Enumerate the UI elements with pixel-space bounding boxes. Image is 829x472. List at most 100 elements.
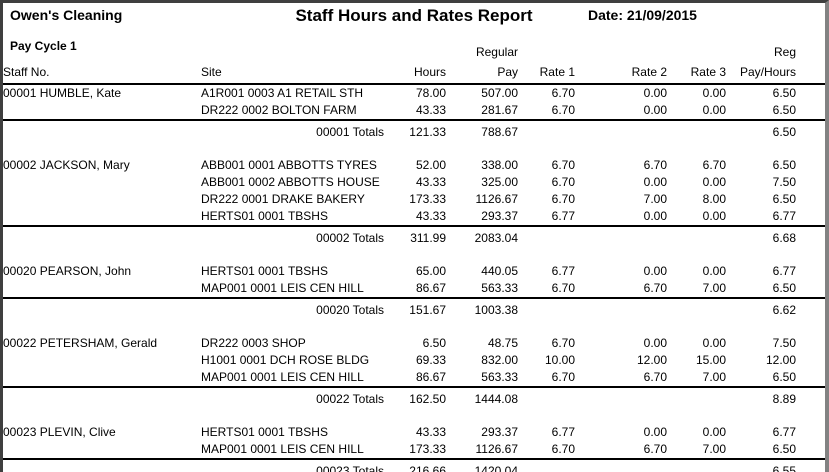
totals-rates-empty-cell [518,386,726,410]
staff-no-cell: 00001 HUMBLE, Kate [3,86,122,100]
hours-cell: 43.33 [415,425,446,439]
rate2-cell: 6.70 [643,370,667,384]
reg-pay-hours-cell: 12.00 [765,353,796,367]
totals-row: 00023 Totals 216.66 1420.04 6.55 [3,458,825,472]
table-row: ABB001 0002 ABBOTTS HOUSE 43.33 325.00 6.70… [3,174,825,191]
table-row: 00001 HUMBLE, Kate A1R001 0003 A1 RETAIL … [3,84,825,102]
empty-header-cell [667,44,726,59]
totals-row: 00002 Totals 311.99 2083.04 6.68 [3,225,825,249]
spacer-cell [3,410,825,424]
empty-header-cell [518,44,575,59]
totals-row: 00022 Totals 162.50 1444.08 8.89 [3,386,825,410]
spacer-cell [3,143,825,157]
site-cell: MAP001 0001 LEIS CEN HILL [201,281,364,295]
regular-pay-cell: 563.33 [481,370,518,384]
staff-no-cell: 00020 PEARSON, John [3,264,132,278]
filler-cell [796,225,825,249]
site-cell: HERTS01 0001 TBSHS [201,425,328,439]
rate2-cell: 0.00 [643,175,667,189]
reg-pay-hours-cell: 6.77 [772,209,796,223]
rate2-cell: 0.00 [643,209,667,223]
filler-cell [796,424,825,441]
staff-no-cell [3,191,201,208]
column-header-reg-top: Reg [773,45,796,59]
reg-pay-hours-cell: 6.50 [772,158,796,172]
hours-cell: 65.00 [415,264,446,278]
filler-cell [796,191,825,208]
site-cell: DR222 0001 DRAKE BAKERY [201,192,365,206]
filler-cell [796,280,825,298]
site-cell: DR222 0003 SHOP [201,336,306,350]
spacer-cell [3,249,825,263]
rate1-cell: 6.70 [551,281,575,295]
filler-cell [796,335,825,352]
rate2-cell: 6.70 [643,158,667,172]
company-name: Owen's Cleaning [10,7,123,23]
rate3-cell: 0.00 [702,103,726,117]
staff-no-cell [3,441,201,459]
totals-label: 00001 Totals [3,119,384,143]
filler-cell [796,263,825,280]
rate2-cell: 0.00 [643,86,667,100]
rate2-cell: 7.00 [643,192,667,206]
filler-cell [796,174,825,191]
hours-cell: 173.33 [409,442,446,456]
reg-pay-hours-cell: 6.77 [772,425,796,439]
staff-no-cell: 00022 PETERSHAM, Gerald [3,336,158,350]
rate2-cell: 0.00 [643,103,667,117]
rate1-cell: 6.70 [551,175,575,189]
column-header-staff-no: Staff No. [3,59,201,85]
hours-cell: 69.33 [415,353,446,367]
staff-no-cell [3,352,201,369]
pay-cycle-label: Pay Cycle 1 [10,39,77,53]
rate3-cell: 0.00 [702,86,726,100]
totals-regular-pay-cell: 788.67 [446,119,518,143]
rate3-cell: 0.00 [702,425,726,439]
site-cell: MAP001 0001 LEIS CEN HILL [201,370,364,384]
hours-cell: 86.67 [415,281,446,295]
rate3-cell: 0.00 [702,336,726,350]
regular-pay-cell: 1126.67 [475,442,519,456]
totals-hours-cell: 151.67 [384,297,446,321]
rate1-cell: 6.70 [551,192,575,206]
rate3-cell: 7.00 [702,370,726,384]
filler-cell [796,84,825,102]
rate3-cell: 7.00 [702,442,726,456]
reg-pay-hours-cell: 6.50 [772,370,796,384]
site-cell: DR222 0002 BOLTON FARM [201,103,357,117]
totals-reg-pay-hours-cell: 8.89 [726,386,796,410]
hours-cell: 43.33 [415,103,446,117]
totals-hours-cell: 311.99 [384,225,446,249]
column-header-regular-pay: Pay [446,59,518,85]
rate1-cell: 6.70 [551,442,575,456]
table-row: MAP001 0001 LEIS CEN HILL 86.67 563.33 6.70… [3,280,825,298]
filler-cell [796,386,825,410]
table-row: 00002 JACKSON, Mary ABB001 0001 ABBOTTS T… [3,157,825,174]
staff-no-cell [3,174,201,191]
rate1-cell: 6.70 [551,370,575,384]
site-cell: ABB001 0001 ABBOTTS TYRES [201,158,377,172]
empty-header-cell [384,44,446,59]
hours-cell: 86.67 [415,370,446,384]
reg-pay-hours-cell: 6.50 [772,442,796,456]
totals-reg-pay-hours-cell: 6.55 [726,458,796,472]
rate2-cell: 0.00 [643,336,667,350]
totals-reg-pay-hours-cell: 6.62 [726,297,796,321]
reg-pay-hours-cell: 6.50 [772,86,796,100]
totals-regular-pay-cell: 1003.38 [446,297,518,321]
staff-no-cell [3,208,201,226]
filler-cell [796,458,825,472]
rate1-cell: 10.00 [544,353,575,367]
totals-label: 00022 Totals [3,386,384,410]
rate1-cell: 6.70 [551,103,575,117]
rate2-cell: 6.70 [643,281,667,295]
rate1-cell: 6.70 [551,336,575,350]
rate2-cell: 12.00 [636,353,667,367]
reg-pay-hours-cell: 7.50 [772,336,796,350]
column-header-reg-pay-hours: Pay/Hours [726,59,796,85]
totals-reg-pay-hours-cell: 6.50 [726,119,796,143]
site-cell: H1001 0001 DCH ROSE BLDG [201,353,370,367]
site-cell: A1R001 0003 A1 RETAIL STH [201,86,364,100]
table-row: DR222 0001 DRAKE BAKERY 173.33 1126.67 6.70… [3,191,825,208]
filler-cell [796,441,825,459]
